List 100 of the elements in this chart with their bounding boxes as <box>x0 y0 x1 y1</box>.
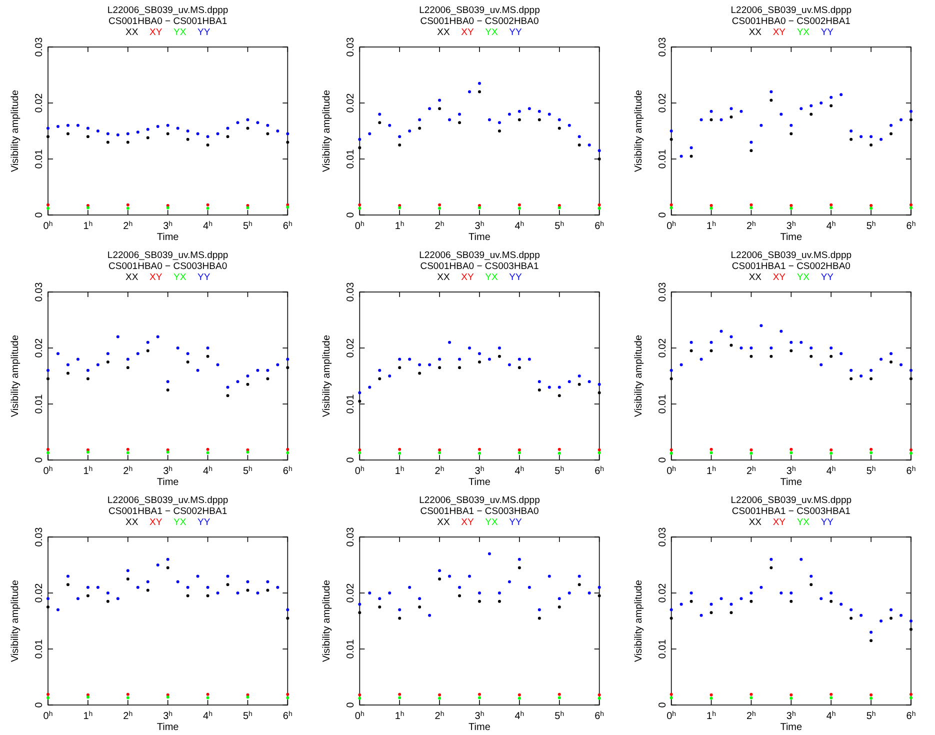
point <box>710 340 713 344</box>
point <box>900 614 903 617</box>
point <box>46 696 50 700</box>
point <box>66 363 70 366</box>
text: YX <box>796 27 810 38</box>
y-tick-label: 0.03 <box>657 36 668 57</box>
point <box>388 374 392 378</box>
point <box>790 124 793 127</box>
x-tick-label: 4$^{h}$ <box>514 220 524 232</box>
point <box>106 352 110 356</box>
point <box>830 354 833 358</box>
point <box>790 592 793 594</box>
y-tick-label: 0.03 <box>346 36 357 57</box>
point <box>710 602 713 606</box>
y-tick-label: 0.03 <box>657 526 668 547</box>
point <box>890 352 893 356</box>
chart-title: L22006_SB039_uv.MS.dppp <box>107 495 228 506</box>
x-tick-label: 3$^{h}$ <box>474 220 484 232</box>
point <box>710 693 713 696</box>
point <box>860 374 863 378</box>
point <box>378 112 382 116</box>
point <box>478 204 481 207</box>
point <box>790 204 793 207</box>
point <box>488 118 491 122</box>
point <box>710 118 713 122</box>
point <box>216 363 220 366</box>
point <box>790 451 793 454</box>
point <box>670 608 673 612</box>
text: XX <box>748 27 762 38</box>
x-axis-title: Time <box>468 722 491 733</box>
point <box>66 132 70 136</box>
point <box>458 121 462 124</box>
point <box>850 138 853 141</box>
point <box>910 692 912 696</box>
text: XY <box>772 517 786 528</box>
x-tick-label: 1$^{h}$ <box>394 220 404 232</box>
point <box>146 128 150 131</box>
point <box>266 580 270 584</box>
y-tick-label: 0 <box>346 212 357 218</box>
point <box>770 558 773 561</box>
text: XX <box>125 27 139 38</box>
point <box>820 597 823 600</box>
x-tick-label: 3$^{h}$ <box>163 220 173 232</box>
point <box>548 386 551 389</box>
point <box>146 136 150 140</box>
x-tick-label: 2$^{h}$ <box>434 464 444 477</box>
point <box>206 144 210 146</box>
x-tick-label: 0$^{h}$ <box>666 220 676 232</box>
point <box>398 358 402 361</box>
y-tick-label: 0.01 <box>346 394 357 414</box>
point <box>830 104 833 108</box>
text: XY <box>772 272 786 283</box>
point <box>518 696 521 700</box>
point <box>418 597 422 600</box>
point <box>116 597 120 600</box>
point <box>518 110 521 113</box>
point <box>96 586 100 589</box>
point <box>358 696 362 700</box>
point <box>206 346 210 350</box>
x-axis-title: Time <box>468 477 491 488</box>
point <box>750 448 753 452</box>
point <box>830 448 833 452</box>
x-tick-label: 6$^{h}$ <box>282 220 292 232</box>
point <box>398 608 402 612</box>
y-axis-title: Visibility amplitude <box>10 334 21 418</box>
point <box>890 608 893 612</box>
point <box>418 118 422 122</box>
x-tick-label: 0$^{h}$ <box>43 464 53 477</box>
point <box>588 592 591 594</box>
point <box>246 450 250 454</box>
point <box>126 203 130 206</box>
point <box>890 124 893 127</box>
point <box>750 346 753 350</box>
point <box>246 382 250 386</box>
point <box>690 592 693 594</box>
chart-subtitle: CS001HBA0 − CS001HBA1 <box>108 16 228 27</box>
x-axis-title: Time <box>468 232 491 243</box>
point <box>870 696 873 700</box>
point <box>438 206 442 210</box>
text: XX <box>748 517 762 528</box>
point <box>286 358 290 361</box>
point <box>378 606 382 608</box>
point <box>840 93 843 96</box>
x-axis-title: Time <box>780 232 803 243</box>
point <box>206 451 210 454</box>
point <box>358 451 362 454</box>
y-tick-label: 0.02 <box>346 338 357 358</box>
point <box>166 124 170 127</box>
point <box>418 606 422 608</box>
point <box>700 358 703 361</box>
point <box>740 110 743 113</box>
point <box>286 696 290 700</box>
point <box>870 451 873 454</box>
point <box>388 124 392 127</box>
point <box>710 206 713 210</box>
point <box>910 206 912 210</box>
point <box>750 140 753 144</box>
point <box>86 594 90 598</box>
point <box>538 388 541 392</box>
point <box>66 574 70 578</box>
